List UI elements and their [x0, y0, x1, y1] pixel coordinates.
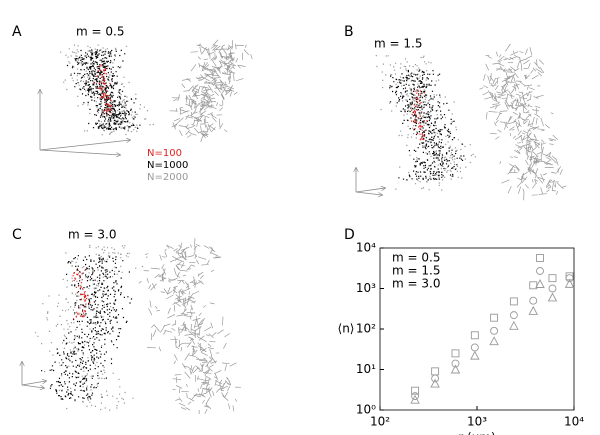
marker [470, 350, 480, 360]
marker [450, 364, 461, 374]
marker [509, 311, 518, 320]
marker [564, 278, 575, 288]
y-tick-label: 10¹ [356, 362, 376, 376]
x-tick-label: 10³ [467, 415, 487, 429]
marker [536, 267, 544, 275]
marker [490, 313, 499, 322]
x-tick-label: 10² [370, 415, 390, 429]
y-axis-label: ⟨n⟩ [338, 322, 355, 336]
cluster [72, 269, 91, 320]
marker [536, 254, 544, 262]
cluster [41, 254, 133, 401]
marker [411, 386, 420, 395]
marker [451, 349, 460, 358]
marker [565, 274, 574, 283]
panel-title: m = 1.5 [374, 37, 422, 51]
marker [411, 392, 420, 401]
legend-entry: m = 3.0 [392, 277, 440, 291]
panel-title: m = 3.0 [68, 228, 116, 242]
x-axis-label: r (μm) [458, 431, 495, 435]
clusters [34, 39, 567, 415]
marker [547, 292, 558, 302]
cluster [66, 49, 141, 131]
x-tick-label: 10⁴ [564, 415, 584, 429]
legend-entry: m = 1.5 [392, 264, 440, 278]
y-tick-label: 10⁰ [356, 403, 376, 417]
marker [509, 320, 519, 330]
cluster [169, 39, 253, 143]
cluster [389, 69, 465, 181]
marker [535, 279, 545, 288]
panel-label: A [12, 24, 22, 40]
panel-label: D [344, 227, 355, 243]
marker [509, 297, 518, 306]
legend-entry: N=1000 [147, 160, 188, 171]
panel-label: C [12, 227, 22, 243]
legend-entry: N=2000 [147, 172, 188, 183]
cluster [94, 64, 113, 115]
marker [528, 305, 538, 315]
axes-arrows [22, 90, 385, 388]
marker [430, 378, 440, 388]
y-tick-label: 10⁴ [356, 241, 376, 255]
panel-title: m = 0.5 [76, 25, 124, 39]
marker [470, 331, 479, 340]
marker [470, 343, 479, 352]
marker [451, 359, 460, 368]
marker [548, 284, 557, 293]
marker [490, 326, 499, 335]
marker [431, 367, 440, 376]
cluster [138, 238, 241, 415]
cluster [34, 244, 148, 411]
y-tick-label: 10³ [356, 281, 376, 295]
marker [431, 374, 440, 383]
legend-entry: N=100 [147, 148, 182, 159]
panel-label: B [344, 24, 354, 40]
marker [548, 274, 557, 283]
marker [489, 336, 499, 346]
cluster [479, 43, 567, 201]
legend-entry: m = 0.5 [392, 251, 440, 265]
marker [529, 296, 538, 305]
marker [410, 394, 420, 404]
cluster [410, 89, 428, 141]
y-tick-label: 10² [356, 322, 376, 336]
